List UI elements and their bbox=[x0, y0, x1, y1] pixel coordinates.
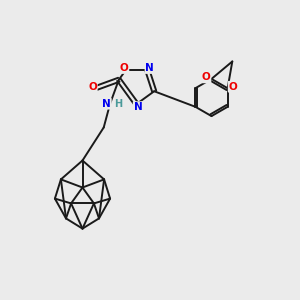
Text: N: N bbox=[146, 63, 154, 73]
Text: O: O bbox=[202, 72, 211, 82]
Text: O: O bbox=[229, 82, 237, 92]
Text: O: O bbox=[120, 63, 128, 73]
Text: O: O bbox=[88, 82, 97, 92]
Text: N: N bbox=[134, 102, 142, 112]
Text: H: H bbox=[114, 99, 123, 109]
Text: N: N bbox=[102, 99, 111, 109]
